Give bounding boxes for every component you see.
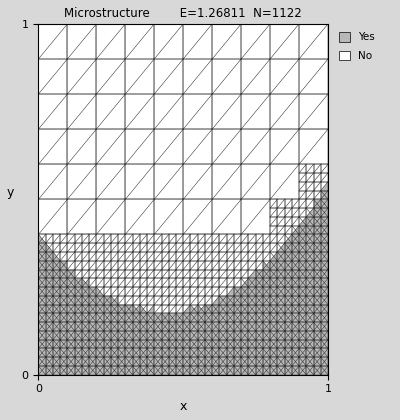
- X-axis label: x: x: [180, 400, 187, 413]
- Legend: Yes, No: Yes, No: [336, 29, 378, 64]
- Y-axis label: y: y: [7, 186, 14, 199]
- Title: Microstructure        E=1.26811  N=1122: Microstructure E=1.26811 N=1122: [64, 7, 302, 20]
